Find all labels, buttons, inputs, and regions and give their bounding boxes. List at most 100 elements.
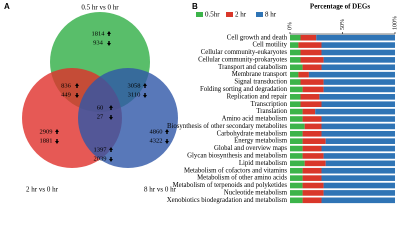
bar-segment bbox=[290, 108, 303, 115]
y-tick-label: Metabolism of cofactors and vitamins bbox=[184, 167, 287, 174]
bar-segment bbox=[321, 167, 395, 174]
bar-segment bbox=[290, 64, 303, 71]
y-tick-label: Metabolism of other amino acids bbox=[197, 175, 287, 182]
bar-segment bbox=[300, 57, 324, 63]
bar-chart: 0.5hr 2 hr 8 hr 0% 50% 100% Cell growth and de… bbox=[167, 11, 399, 204]
bar-segment bbox=[300, 79, 324, 85]
up-arrow bbox=[165, 129, 169, 134]
set-label: 2 hr vs 0 hr bbox=[26, 186, 59, 194]
bar-segment bbox=[290, 42, 299, 48]
bar-segment bbox=[290, 190, 303, 196]
up-arrow bbox=[55, 129, 59, 134]
bar-segment bbox=[302, 138, 326, 144]
bar-segment bbox=[302, 190, 324, 196]
panel-label: A bbox=[4, 2, 10, 11]
bar-segment bbox=[300, 101, 322, 108]
region-up: 4860 bbox=[150, 128, 163, 135]
bar-segment bbox=[315, 108, 395, 115]
bar-segment bbox=[321, 101, 395, 108]
y-tick-label: Transcription bbox=[251, 101, 288, 108]
bar-segment bbox=[302, 153, 324, 159]
bar-segment bbox=[302, 175, 322, 181]
bar-segment bbox=[321, 49, 395, 56]
region-down: 27 bbox=[97, 113, 104, 120]
bar-segment bbox=[302, 167, 322, 174]
y-tick-label: Folding sorting and degradation bbox=[200, 86, 288, 93]
bar-segment bbox=[298, 71, 309, 78]
venn: 0.5 hr vs 0 hr 2 hr vs 0 hr 8 hr vs 0 hr 18… bbox=[22, 4, 178, 194]
bar-segment bbox=[290, 71, 299, 78]
bar-segment bbox=[302, 130, 322, 137]
bar-segment bbox=[308, 71, 395, 78]
y-tick-label: Translation bbox=[256, 108, 287, 115]
bar-segment bbox=[290, 153, 303, 159]
y-tick-label: Lipid metabolism bbox=[239, 160, 288, 167]
bar-segment bbox=[290, 94, 301, 100]
set-label: 8 hr vs 0 hr bbox=[144, 186, 177, 194]
y-tick-label: Glycan biosynthesis and metabolism bbox=[187, 153, 288, 160]
figure: A B Percentage of DEGs 0.5 hr vs 0 hr 2 h… bbox=[4, 2, 399, 204]
venn-circle bbox=[78, 68, 178, 168]
legend-label: 8 hr bbox=[265, 11, 277, 19]
legend-swatch bbox=[256, 12, 263, 17]
bar-segment bbox=[323, 153, 395, 159]
bar-segment bbox=[302, 116, 322, 122]
y-tick-label: Cellular community-prokaryotes bbox=[198, 56, 287, 63]
bar-segment bbox=[290, 160, 305, 167]
legend-label: 2 hr bbox=[235, 11, 247, 19]
down-arrow bbox=[107, 41, 112, 46]
up-arrow bbox=[107, 31, 112, 36]
y-tick-label: Xenobiotics biodegradation and metabolis… bbox=[167, 197, 288, 204]
region-up: 1397 bbox=[94, 146, 108, 153]
region-up: 3058 bbox=[128, 82, 141, 89]
region-down: 934 bbox=[93, 39, 104, 46]
region-up: 60 bbox=[97, 104, 104, 111]
bar-segment bbox=[323, 86, 395, 93]
y-tick-label: Biosynthesis of other secondary metaboli… bbox=[167, 123, 287, 130]
bar-segment bbox=[290, 167, 303, 174]
bar-segment bbox=[325, 160, 395, 167]
bar-segment bbox=[321, 130, 395, 137]
bar-segment bbox=[323, 182, 395, 189]
y-tick-label: Nucleotide metabolism bbox=[224, 189, 288, 196]
region-up: 1814 bbox=[92, 30, 106, 37]
region-up: 2909 bbox=[40, 128, 53, 135]
bar-segment bbox=[302, 108, 316, 115]
bar-segment bbox=[290, 182, 303, 189]
bar-segment bbox=[300, 49, 322, 56]
y-tick-label: Replication and repair bbox=[227, 93, 288, 100]
y-tick-label: Signal transduction bbox=[234, 79, 287, 86]
bar-segment bbox=[290, 116, 303, 122]
y-tick-label: Membrane transport bbox=[232, 71, 287, 78]
bar-segment bbox=[300, 34, 317, 41]
bar-segment bbox=[290, 79, 301, 85]
bar-segment bbox=[321, 64, 395, 71]
bar-segment bbox=[321, 123, 395, 130]
bar-segment bbox=[321, 145, 395, 152]
x-tick-label: 100% bbox=[392, 16, 398, 30]
region-down: 3110 bbox=[128, 91, 141, 98]
bar-segment bbox=[290, 49, 301, 56]
up-arrow bbox=[143, 83, 147, 88]
set-label: 0.5 hr vs 0 hr bbox=[81, 4, 119, 12]
bar-segment bbox=[302, 145, 322, 152]
bar-segment bbox=[321, 116, 395, 122]
bar-segment bbox=[290, 101, 301, 108]
bar-segment bbox=[316, 34, 395, 41]
region-down: 449 bbox=[61, 91, 71, 98]
bar-segment bbox=[323, 79, 395, 85]
bar-segment bbox=[290, 175, 303, 181]
y-tick-label: Cell motility bbox=[252, 42, 287, 49]
bar-segment bbox=[290, 57, 301, 63]
bar-segment bbox=[323, 190, 395, 196]
bar-segment bbox=[290, 130, 303, 137]
y-tick-label: Cell growth and death bbox=[227, 34, 288, 41]
bar-segment bbox=[290, 86, 303, 93]
bar-segment bbox=[290, 197, 303, 204]
legend-swatch bbox=[196, 12, 203, 17]
bar-segment bbox=[304, 160, 326, 167]
bar-segment bbox=[290, 123, 305, 130]
bar-segment bbox=[323, 57, 395, 63]
legend-label: 0.5hr bbox=[205, 11, 220, 19]
x-tick-label: 0% bbox=[287, 22, 293, 30]
